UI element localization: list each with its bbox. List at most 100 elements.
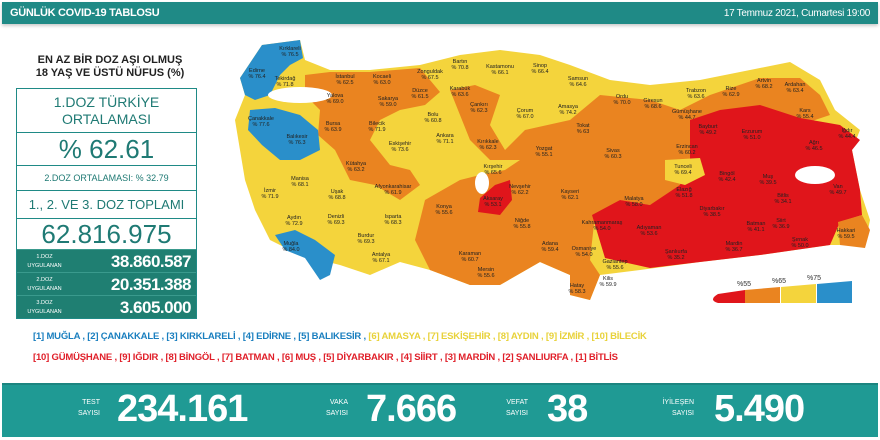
province-name: Trabzon [686, 88, 706, 94]
vaccination-summary: 1.DOZ TÜRKİYE ORTALAMASI % 62.61 2.DOZ OR… [16, 88, 197, 319]
province-value: % 39.5 [759, 180, 776, 186]
province-name: Çankırı [470, 102, 488, 108]
bottom-ranking-item: [6] MUŞ [281, 352, 316, 363]
province-label: Karaman% 60.7 [459, 251, 481, 263]
province-value: % 55.4 [796, 114, 813, 120]
region-red-aksaray [478, 180, 512, 215]
province-label: Adıyaman% 53.6 [637, 225, 662, 237]
legend-red [713, 290, 745, 303]
death-label: VEFAT SAYISI [490, 397, 528, 419]
province-value: % 46.5 [805, 146, 822, 152]
province-value: % 68.6 [644, 104, 661, 110]
province-value: % 44.7 [678, 115, 695, 121]
province-label: Batman% 41.1 [747, 221, 766, 233]
header-bar: GÜNLÜK COVID-19 TABLOSU 17 Temmuz 2021, … [2, 2, 878, 24]
province-name: Kayseri [561, 189, 579, 195]
province-value: % 59.5 [837, 234, 854, 240]
province-label: Ordu% 70.0 [613, 94, 630, 106]
province-label: Bingöl% 42.4 [718, 171, 735, 183]
province-label: Çorum% 67.0 [516, 108, 533, 120]
case-label-l1: VAKA [329, 399, 348, 406]
province-value: % 69.3 [357, 239, 374, 245]
province-label: Kilis% 59.9 [599, 276, 616, 288]
province-name: Aydın [287, 215, 301, 221]
province-value: % 65.6 [484, 170, 501, 176]
dose-label: 1.DOZ UYGULANAN [17, 250, 72, 272]
province-value: % 68.3 [384, 220, 401, 226]
province-name: Kocaeli [373, 74, 391, 80]
province-label: Nevşehir% 62.2 [509, 184, 531, 196]
dose-label: 2.DOZ UYGULANAN [17, 273, 72, 295]
province-name: Batman [747, 221, 766, 227]
province-value: % 69.3 [327, 220, 344, 226]
province-name: Balıkesir [286, 134, 307, 140]
province-label: Bitlis% 34.1 [774, 193, 791, 205]
panel-title-line1: EN AZ BİR DOZ AŞI OLMUŞ [37, 54, 183, 66]
province-name: Van [833, 184, 842, 190]
province-label: Mersin% 55.6 [477, 267, 494, 279]
province-label: Trabzon% 63.6 [686, 88, 706, 100]
province-value: % 34.1 [774, 199, 791, 205]
province-name: Muğla [284, 241, 300, 247]
province-name: Ankara [436, 133, 454, 139]
region-orange-hakkari [838, 215, 870, 248]
province-name: Adıyaman [637, 225, 662, 231]
province-label: Rize% 62.9 [722, 86, 739, 98]
province-name: Gaziantep [602, 259, 627, 265]
province-name: Isparta [385, 214, 403, 220]
recovered-label-l2: SAYISI [671, 410, 694, 417]
province-label: Zonguldak% 67.5 [417, 69, 443, 81]
province-label: Aksaray% 53.1 [483, 196, 503, 208]
dose-value: 20.351.388 [110, 275, 192, 294]
test-label-l2: SAYISI [77, 410, 100, 417]
test-label: TEST SAYISI [62, 397, 100, 419]
total-value: 62.816.975 [41, 219, 172, 249]
top-ranking-item: [7] ESKİŞEHİR [427, 331, 491, 342]
province-name: Şanlıurfa [665, 249, 688, 255]
province-value: % 41.1 [747, 227, 764, 233]
region-blue-mugla [275, 230, 335, 280]
province-value: % 38.5 [703, 212, 720, 218]
recovered-label-l1: İYİLEŞEN [662, 399, 694, 406]
province-label: Eskişehir% 73.6 [389, 141, 411, 153]
province-label: Uşak% 68.8 [328, 189, 345, 201]
province-name: Bolu [427, 112, 438, 118]
province-value: % 67.0 [516, 114, 533, 120]
average-label-line2: ORTALAMASI [62, 111, 151, 127]
province-label: Kırıkkale% 62.3 [477, 139, 498, 151]
bottom-ranking-item: [10] GÜMÜŞHANE [33, 352, 113, 363]
province-label: Antalya% 67.1 [372, 252, 391, 264]
province-value: % 71.1 [436, 139, 453, 145]
province-name: Kilis [603, 276, 613, 282]
province-value: % 71.9 [261, 194, 278, 200]
dose2-average: 2.DOZ ORTALAMASI: % 32.79 [17, 166, 196, 191]
province-label: Diyarbakır% 38.5 [699, 206, 724, 218]
province-value: % 60.8 [424, 118, 441, 124]
province-name: Konya [436, 204, 453, 210]
province-name: Mardin [726, 241, 743, 247]
province-label: Malatya% 58.0 [624, 196, 644, 208]
province-name: Antalya [372, 252, 391, 258]
province-value: % 68.2 [755, 84, 772, 90]
province-name: Gümüşhane [672, 109, 702, 115]
province-name: Kırıkkale [477, 139, 498, 145]
average-label-line1: 1.DOZ TÜRKİYE [53, 94, 160, 110]
province-name: Muş [763, 174, 774, 180]
province-name: Artvin [757, 78, 771, 84]
top-ranking-item: [3] KIRKLARELİ [166, 331, 236, 342]
average-value: % 62.61 [17, 133, 196, 166]
lake-tuz [475, 172, 489, 194]
province-name: Adana [542, 241, 559, 247]
province-label: Burdur% 69.3 [357, 233, 374, 245]
province-name: Yozgat [536, 146, 553, 152]
province-name: Karaman [459, 251, 481, 257]
dose-label-l2: UYGULANAN [27, 263, 62, 269]
top-ranking-item: [6] AMASYA [368, 331, 421, 342]
province-label: Tekirdağ% 71.8 [275, 76, 296, 88]
province-value: % 60.7 [461, 257, 478, 263]
province-label: Bayburt% 49.2 [699, 124, 718, 136]
province-value: % 59.0 [379, 102, 396, 108]
bottom-ranking-item: [1] BİTLİS [575, 352, 618, 363]
